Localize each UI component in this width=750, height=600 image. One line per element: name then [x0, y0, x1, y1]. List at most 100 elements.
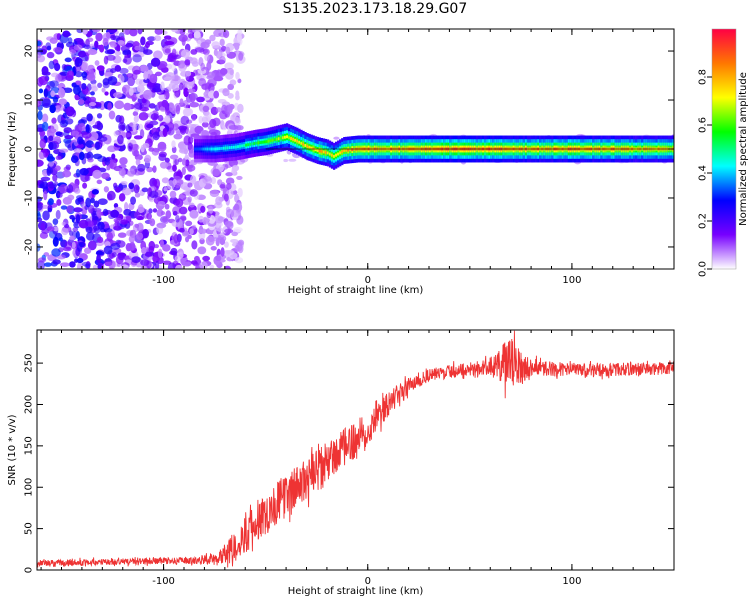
noise-blob: [60, 119, 69, 127]
noise-blob: [41, 121, 49, 132]
ridge-cell: [275, 137, 279, 141]
noise-blob: [222, 88, 230, 97]
noise-blob: [219, 38, 225, 47]
noise-blob: [180, 115, 190, 126]
noise-blob: [46, 156, 56, 162]
noise-blob: [146, 123, 154, 129]
noise-blob: [204, 53, 210, 62]
spectrogram-y-tick-label: 0: [24, 146, 35, 152]
noise-blob: [142, 49, 153, 55]
noise-blob: [46, 166, 52, 176]
noise-blob: [228, 252, 238, 260]
ridge-cell: [347, 148, 350, 152]
noise-blob: [175, 104, 181, 115]
noise-blob: [75, 168, 81, 178]
noise-blob: [110, 209, 120, 218]
noise-blob: [83, 44, 91, 50]
noise-blob: [103, 186, 110, 193]
noise-blob: [41, 113, 49, 123]
noise-blob: [161, 177, 170, 184]
noise-blob: [90, 91, 95, 96]
snr-y-tick-label: 200: [24, 395, 35, 414]
noise-blob: [118, 254, 125, 261]
noise-blob: [38, 75, 48, 86]
noise-blob: [125, 29, 130, 35]
noise-blob: [175, 214, 180, 223]
noise-blob: [219, 232, 225, 238]
noise-blob: [101, 87, 106, 93]
noise-blob: [65, 106, 75, 117]
noise-blob: [213, 75, 224, 82]
noise-blob: [102, 37, 109, 47]
noise-blob: [107, 102, 112, 111]
noise-blob: [91, 215, 99, 221]
ridge-cell: [294, 138, 297, 142]
noise-blob: [40, 222, 46, 231]
noise-blob: [182, 107, 192, 117]
noise-blob: [124, 54, 130, 59]
noise-blob: [136, 84, 145, 93]
noise-blob: [180, 49, 191, 58]
noise-blob: [172, 178, 178, 186]
noise-blob: [158, 60, 168, 69]
noise-blob: [43, 262, 52, 267]
noise-blob: [97, 82, 103, 89]
ridge-cell: [290, 137, 293, 140]
noise-blob: [178, 250, 184, 257]
noise-blob: [162, 215, 170, 225]
noise-blob: [235, 71, 240, 80]
noise-blob: [56, 199, 62, 206]
noise-blob: [219, 184, 226, 189]
noise-blob: [104, 49, 115, 55]
noise-blob: [118, 115, 125, 125]
ridge-cell: [265, 140, 268, 144]
noise-blob: [179, 227, 185, 233]
noise-blob: [231, 165, 237, 175]
noise-blob: [181, 158, 187, 166]
colorbar-gradient: [712, 29, 736, 269]
noise-blob: [119, 67, 129, 74]
noise-blob: [76, 257, 84, 264]
noise-blob: [117, 40, 125, 45]
ridge-cell: [279, 136, 283, 140]
noise-blob: [209, 34, 216, 42]
noise-blob: [174, 264, 183, 269]
colorbar-label: Normalized spectral amplitude: [738, 72, 749, 226]
noise-blob: [59, 262, 70, 267]
noise-blob: [81, 131, 92, 139]
noise-blob: [97, 136, 108, 142]
ridge-cell: [241, 144, 244, 148]
noise-blob: [37, 52, 42, 59]
noise-blob: [155, 260, 160, 269]
colorbar-tick-label: 0.6: [698, 117, 709, 133]
noise-blob: [75, 214, 81, 224]
noise-blob: [163, 186, 168, 192]
noise-blob: [190, 260, 198, 265]
noise-blob: [46, 226, 55, 232]
noise-blob: [235, 90, 240, 99]
ridge-cell: [222, 146, 226, 150]
noise-blob: [122, 49, 132, 55]
noise-blob: [151, 147, 160, 156]
noise-blob: [69, 235, 75, 241]
ridge-cell: [337, 152, 340, 156]
noise-blob: [50, 90, 56, 98]
noise-blob: [225, 172, 233, 177]
noise-blob: [211, 41, 221, 49]
ridge-cell: [234, 145, 238, 149]
noise-blob: [49, 80, 59, 88]
snr-x-tick-label: -100: [152, 576, 175, 587]
noise-blob: [141, 187, 149, 193]
noise-blob: [225, 208, 235, 219]
noise-blob: [103, 245, 113, 255]
noise-blob: [152, 165, 157, 173]
noise-blob: [188, 202, 195, 208]
noise-blob: [51, 117, 57, 124]
noise-blob: [95, 32, 103, 42]
noise-blob: [227, 120, 234, 128]
noise-blob: [206, 71, 216, 79]
noise-blob: [236, 209, 242, 214]
noise-blob: [103, 228, 113, 233]
noise-blob: [187, 182, 193, 188]
noise-blob: [49, 37, 58, 44]
